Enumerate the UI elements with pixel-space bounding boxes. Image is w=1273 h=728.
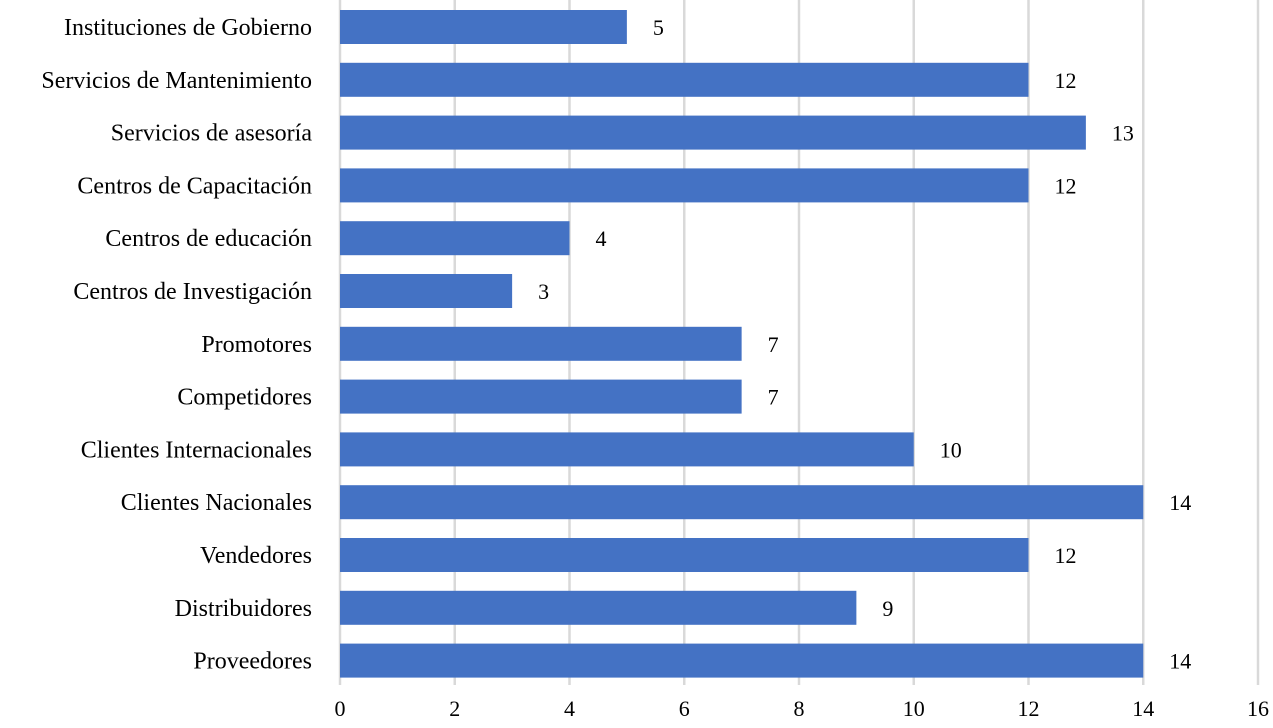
data-label: 12 <box>1055 68 1077 93</box>
data-labels: 5 12 13 12 4 3 7 7 10 14 12 9 14 <box>538 15 1191 674</box>
category-label: Promotores <box>201 332 312 358</box>
category-label: Centros de educación <box>105 226 312 252</box>
x-tick-label: 16 <box>1247 696 1269 721</box>
x-axis-ticks: 0 2 4 6 8 10 12 14 16 <box>335 696 1270 721</box>
x-tick-label: 14 <box>1132 696 1154 721</box>
category-label: Clientes Nacionales <box>121 490 312 516</box>
x-tick-label: 4 <box>564 696 575 721</box>
category-label: Competidores <box>177 385 312 411</box>
category-label: Distribuidores <box>175 596 312 622</box>
category-label: Vendedores <box>200 543 312 569</box>
bar <box>340 379 742 414</box>
category-label: Clientes Internacionales <box>81 437 312 463</box>
data-label: 12 <box>1055 173 1077 198</box>
data-label: 10 <box>940 437 962 462</box>
x-tick-label: 6 <box>679 696 690 721</box>
x-tick-label: 12 <box>1018 696 1040 721</box>
category-label: Centros de Capacitación <box>77 173 312 199</box>
category-label: Centros de Investigación <box>73 279 312 305</box>
bar <box>340 221 570 256</box>
bar <box>340 538 1029 572</box>
data-label: 9 <box>882 596 893 621</box>
bar <box>340 115 1086 150</box>
data-label: 7 <box>768 385 779 410</box>
bar <box>340 643 1144 678</box>
category-labels: Instituciones de Gobierno Servicios de Ma… <box>41 15 312 675</box>
category-label: Servicios de Mantenimiento <box>41 68 312 94</box>
category-label: Servicios de asesoría <box>111 121 313 147</box>
x-tick-label: 0 <box>335 696 346 721</box>
data-label: 13 <box>1112 121 1134 146</box>
bars <box>340 10 1144 678</box>
bar <box>340 274 513 308</box>
data-label: 14 <box>1169 490 1191 515</box>
bar <box>340 10 627 44</box>
bar <box>340 326 742 361</box>
data-label: 5 <box>653 15 664 40</box>
category-label: Instituciones de Gobierno <box>64 15 312 41</box>
bar <box>340 432 914 467</box>
category-label: Proveedores <box>193 649 312 675</box>
data-label: 14 <box>1169 649 1191 674</box>
data-label: 12 <box>1055 543 1077 568</box>
x-tick-label: 2 <box>449 696 460 721</box>
x-tick-label: 10 <box>903 696 925 721</box>
bar <box>340 485 1144 520</box>
x-tick-label: 8 <box>794 696 805 721</box>
data-label: 3 <box>538 279 549 304</box>
bar <box>340 168 1029 203</box>
data-label: 7 <box>768 332 779 357</box>
bar <box>340 62 1029 97</box>
gridlines <box>338 0 1260 685</box>
data-label: 4 <box>596 226 607 251</box>
bar <box>340 590 857 625</box>
